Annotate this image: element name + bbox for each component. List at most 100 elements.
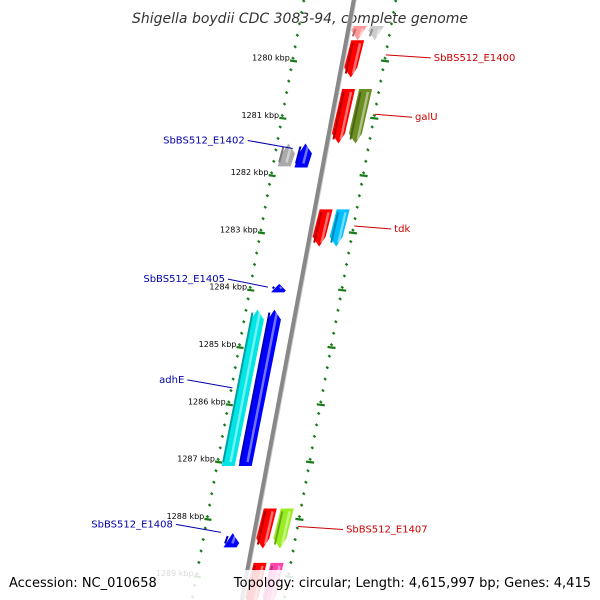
minor-tick [282, 102, 287, 106]
minor-tick [289, 560, 293, 565]
minor-tick [246, 297, 250, 301]
major-tick [305, 460, 315, 464]
gene-SbBS512_E1407[interactable] [256, 508, 277, 549]
gene-SbBS512_E1400[interactable] [344, 40, 365, 78]
minor-tick [376, 90, 381, 95]
minor-tick [381, 67, 385, 72]
minor-tick [327, 354, 332, 358]
minor-tick [276, 136, 280, 141]
right-tick-track [282, 0, 398, 599]
minor-tick [349, 239, 353, 244]
minor-tick [269, 171, 274, 175]
minor-tick [239, 331, 244, 335]
minor-tick [297, 514, 302, 519]
gene-arrow[interactable] [312, 209, 333, 247]
major-tick [295, 517, 304, 521]
gene-highlight [337, 212, 347, 243]
gene-arrow-body [277, 143, 295, 167]
minor-tick [346, 251, 351, 255]
minor-tick [368, 136, 372, 141]
minor-tick [257, 239, 261, 244]
gene-SbBS512_E1408[interactable] [223, 533, 240, 548]
minor-tick [379, 79, 383, 83]
gene-label[interactable]: SbBS512_E1402 [163, 135, 245, 146]
major-tick [225, 403, 233, 407]
label-leader [354, 225, 392, 230]
tick-label: 1288 kbp [167, 512, 205, 521]
minor-tick [197, 560, 201, 565]
gene-highlight [356, 91, 370, 140]
minor-tick [361, 171, 366, 175]
gene-label[interactable]: galU [415, 112, 438, 123]
minor-tick [216, 457, 220, 462]
major-tick [289, 59, 298, 63]
gene-label[interactable]: SbBS512_E1400 [434, 53, 516, 64]
gene-label[interactable]: SbBS512_E1405 [143, 274, 225, 285]
gene-shade [332, 91, 345, 140]
minor-tick [389, 22, 394, 26]
gene-highlight [263, 511, 274, 545]
tick-label: 1281 kbp [241, 111, 279, 120]
major-tick [279, 116, 287, 120]
minor-tick [293, 537, 297, 542]
gene-shade [278, 146, 285, 163]
summary-text: Topology: circular; Length: 4,615,997 bp… [233, 576, 591, 591]
gene-label[interactable]: SbBS512_E1408 [91, 519, 173, 530]
tick-label: 1280 kbp [252, 54, 290, 63]
minor-tick [312, 434, 317, 439]
minor-tick [233, 365, 238, 370]
minor-tick [250, 274, 255, 278]
major-tick [348, 231, 358, 235]
minor-tick [212, 480, 216, 484]
tick-label: 1287 kbp [177, 455, 215, 464]
minor-tick [364, 159, 368, 164]
gene-label[interactable]: tdk [394, 224, 410, 235]
minor-tick [321, 388, 325, 393]
gene-arrow[interactable] [348, 89, 373, 144]
gene-arrow[interactable] [368, 25, 384, 41]
gene-arrow[interactable] [277, 143, 295, 167]
major-tick [214, 460, 223, 464]
major-tick [236, 345, 244, 350]
gene-arrow-body [223, 533, 240, 548]
gene-shade [239, 312, 271, 463]
minor-tick [199, 549, 203, 553]
major-tick [338, 288, 347, 292]
gene-arrow-body [271, 283, 286, 293]
gene-arrow-body [344, 40, 365, 78]
gene-arrow-body [256, 508, 277, 549]
minor-tick [359, 182, 364, 186]
minor-tick [344, 262, 349, 267]
gene-SbBS512_E1405[interactable] [271, 283, 286, 293]
gene-arrow-body [221, 309, 264, 467]
minor-tick [265, 194, 270, 198]
gene-SbBS512_E1402[interactable] [294, 143, 312, 168]
gene-highlight [246, 312, 278, 463]
minor-tick [366, 148, 370, 152]
gene-label[interactable]: adhE [159, 375, 184, 386]
major-tick [247, 288, 255, 292]
minor-tick [293, 45, 297, 49]
gene-arrow[interactable] [238, 309, 281, 467]
gene-tdk[interactable] [329, 209, 350, 247]
minor-tick [351, 228, 355, 232]
minor-tick [235, 354, 240, 358]
minor-tick [299, 503, 304, 507]
gene-shade [344, 43, 354, 74]
gene-shade [273, 511, 284, 545]
left-tick-track [190, 0, 306, 599]
minor-tick [203, 526, 208, 530]
gene-arrow[interactable] [273, 508, 294, 549]
gene-galU[interactable] [331, 89, 356, 144]
gene-label[interactable]: SbBS512_E1407 [346, 525, 428, 536]
gene-adhE[interactable] [221, 309, 264, 467]
gene-arrow[interactable] [351, 25, 367, 41]
major-tick [380, 59, 390, 63]
minor-tick [336, 308, 340, 313]
major-tick [257, 231, 266, 235]
minor-tick [323, 377, 327, 381]
gene-shade [351, 28, 357, 37]
minor-tick [340, 285, 344, 290]
minor-tick [295, 33, 300, 37]
